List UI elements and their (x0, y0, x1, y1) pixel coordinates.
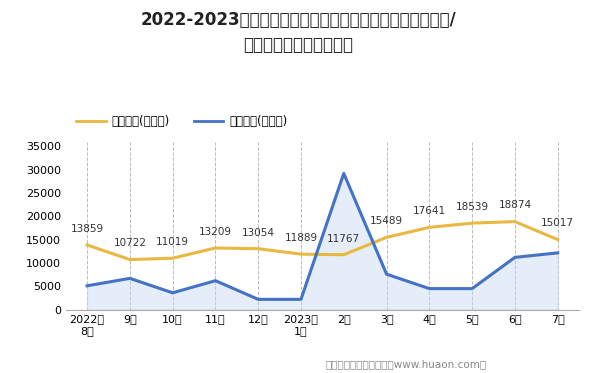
Text: 制图：华经产业研究院（www.huaon.com）: 制图：华经产业研究院（www.huaon.com） (325, 359, 487, 369)
Text: 13209: 13209 (199, 227, 232, 237)
Text: 11889: 11889 (284, 233, 318, 243)
Text: 15489: 15489 (370, 216, 403, 226)
Text: 15017: 15017 (541, 219, 574, 228)
Text: 18539: 18539 (456, 202, 489, 212)
Text: 18874: 18874 (498, 200, 531, 210)
Text: 13859: 13859 (70, 224, 104, 234)
Text: 11767: 11767 (327, 233, 361, 244)
Text: 17641: 17641 (413, 206, 446, 216)
Text: 2022-2023年东莞松山湖高新技术产业开发区（境内目的地/
货源地）进、出口额统计: 2022-2023年东莞松山湖高新技术产业开发区（境内目的地/ 货源地）进、出口… (141, 11, 456, 54)
Text: 11019: 11019 (156, 237, 189, 247)
Legend: 出口总额(万美元), 进口总额(万美元): 出口总额(万美元), 进口总额(万美元) (72, 111, 292, 133)
Text: 13054: 13054 (242, 228, 275, 238)
Text: 10722: 10722 (113, 238, 146, 248)
